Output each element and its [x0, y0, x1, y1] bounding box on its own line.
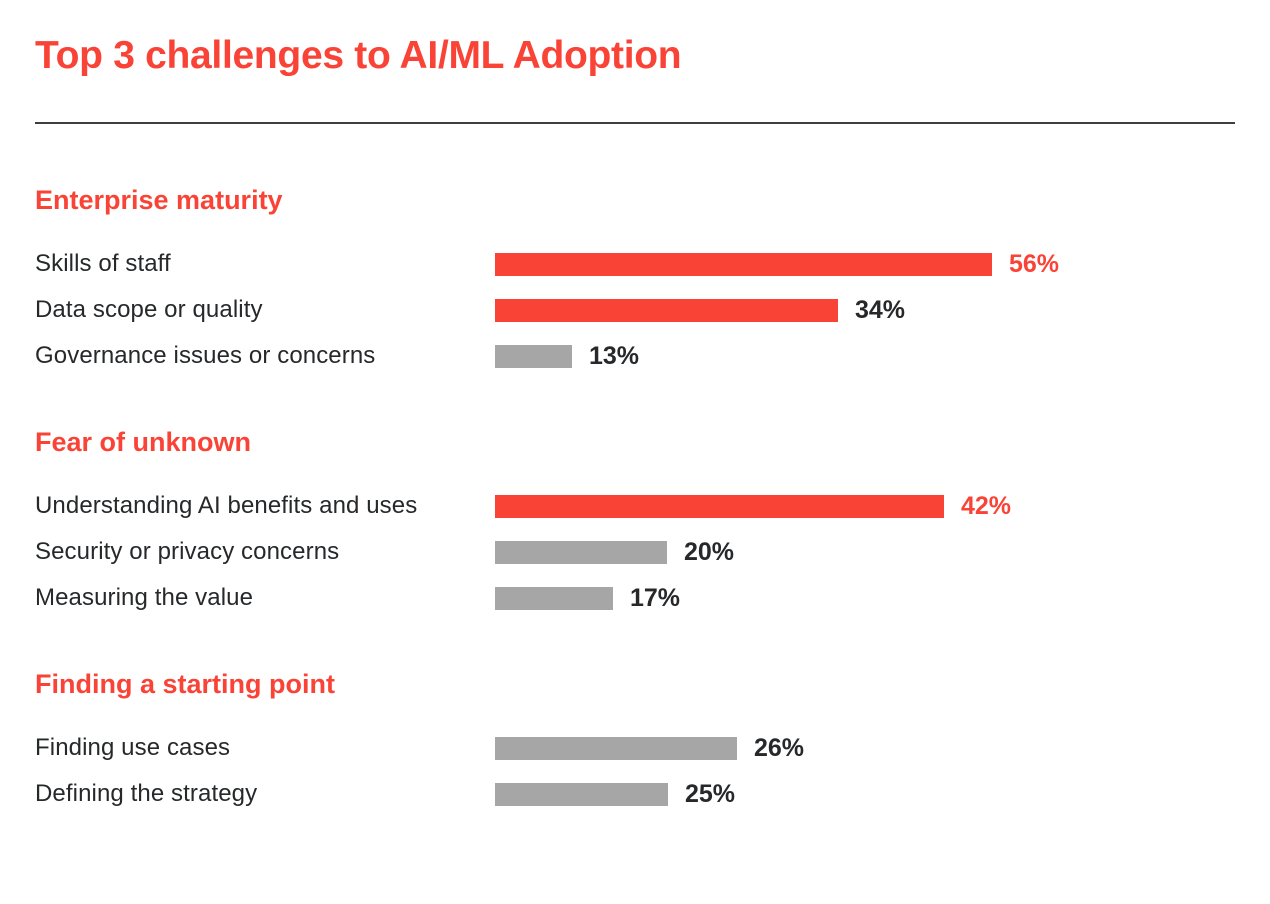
bar [495, 252, 992, 276]
bar-area: 26% [495, 725, 804, 771]
value-label: 20% [684, 537, 735, 566]
value-label: 25% [685, 779, 736, 808]
bar-area: 34% [495, 287, 905, 333]
bar-row: Governance issues or concerns 13% [35, 333, 1235, 379]
bar [495, 736, 737, 760]
bar-row-label: Governance issues or concerns [35, 342, 376, 369]
bar [495, 540, 667, 564]
bar-row: Finding use cases 26% [35, 725, 1235, 771]
bar-row: Security or privacy concerns 20% [35, 529, 1235, 575]
bar-group: Finding a starting point Finding use case… [35, 668, 1235, 817]
group-title: Finding a starting point [35, 669, 335, 699]
bar-row-label: Security or privacy concerns [35, 538, 340, 565]
value-label: 26% [754, 733, 805, 762]
bar-chart: Enterprise maturity Skills of staff 56% Dat… [35, 184, 1235, 817]
title-divider [35, 122, 1235, 124]
infographic-page: Top 3 challenges to AI/ML Adoption Enter… [0, 34, 1270, 904]
bar-row: Defining the strategy 25% [35, 771, 1235, 817]
value-label: 42% [961, 491, 1012, 520]
bar-area: 25% [495, 771, 735, 817]
value-label: 17% [630, 583, 681, 612]
value-label: 34% [855, 295, 906, 324]
bar [495, 586, 613, 610]
bar-rows: Understanding AI benefits and uses 42% Sec… [35, 483, 1235, 621]
page-title: Top 3 challenges to AI/ML Adoption [35, 34, 682, 77]
value-label: 13% [589, 341, 640, 370]
bar-row: Understanding AI benefits and uses 42% [35, 483, 1235, 529]
bar-row: Measuring the value 17% [35, 575, 1235, 621]
bar-rows: Skills of staff 56% Data scope or quality 3… [35, 241, 1235, 379]
value-label: 56% [1009, 249, 1060, 278]
bar-rows: Finding use cases 26% Defining the strateg… [35, 725, 1235, 817]
bar-row: Skills of staff 56% [35, 241, 1235, 287]
bar [495, 344, 572, 368]
bar-area: 13% [495, 333, 639, 379]
bar [495, 494, 944, 518]
bar-area: 42% [495, 483, 1011, 529]
bar-group: Fear of unknown Understanding AI benefits… [35, 426, 1235, 621]
bar-row: Data scope or quality 34% [35, 287, 1235, 333]
bar-area: 20% [495, 529, 734, 575]
bar-row-label: Data scope or quality [35, 296, 263, 323]
group-title: Fear of unknown [35, 427, 251, 457]
bar [495, 298, 838, 322]
group-title: Enterprise maturity [35, 185, 283, 215]
bar [495, 782, 668, 806]
bar-row-label: Measuring the value [35, 584, 254, 611]
bar-row-label: Finding use cases [35, 734, 231, 761]
bar-row-label: Defining the strategy [35, 780, 258, 807]
bar-group: Enterprise maturity Skills of staff 56% Dat… [35, 184, 1235, 379]
bar-row-label: Skills of staff [35, 250, 171, 277]
bar-row-label: Understanding AI benefits and uses [35, 492, 418, 519]
bar-area: 17% [495, 575, 680, 621]
bar-area: 56% [495, 241, 1059, 287]
